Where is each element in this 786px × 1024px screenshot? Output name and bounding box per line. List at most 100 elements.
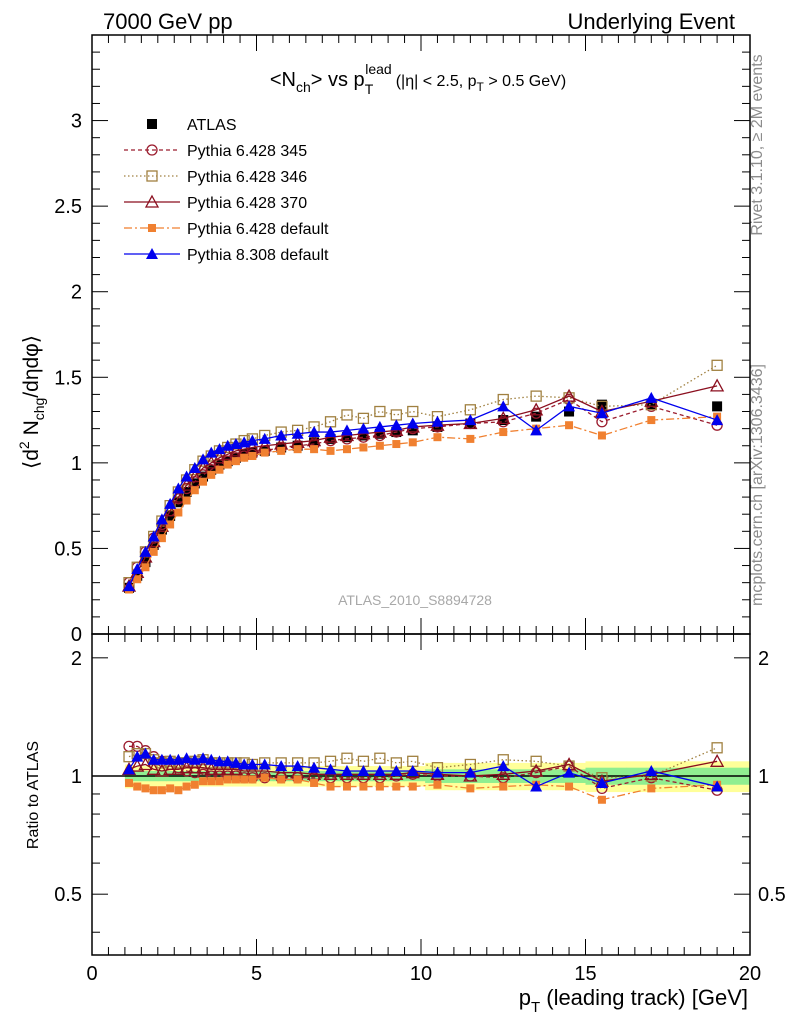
- ratio-data-point: [530, 780, 543, 792]
- series-atlas: [124, 399, 723, 593]
- ratio-y-tick-label: 2: [71, 648, 82, 670]
- data-point: [464, 414, 477, 426]
- ratio-y-tick-label: 1: [71, 766, 82, 788]
- series-pythia-8-308-default: [123, 391, 724, 592]
- data-point: [530, 390, 542, 402]
- data-point: [248, 452, 257, 461]
- data-point: [131, 562, 144, 574]
- ratio-data-point: [212, 761, 227, 775]
- main-series-layer: [121, 359, 725, 594]
- data-point: [407, 405, 419, 418]
- ratio-y-tick-label-right: 2: [758, 648, 769, 670]
- data-point: [190, 486, 199, 495]
- data-point: [433, 433, 442, 442]
- side-label-rivet: Rivet 3.1.10, ≥ 2M events: [749, 54, 766, 235]
- ratio-data-point: [373, 764, 386, 776]
- data-point: [139, 545, 152, 557]
- data-point: [647, 416, 656, 425]
- ratio-data-point: [392, 782, 401, 791]
- ratio-data-point: [231, 775, 240, 784]
- data-point: [390, 419, 403, 431]
- data-point: [464, 404, 477, 416]
- ratio-data-point: [229, 756, 242, 768]
- ratio-data-point: [408, 782, 417, 791]
- legend-item: Pythia 6.428 345: [124, 143, 307, 160]
- ratio-data-point: [466, 784, 475, 793]
- main-y-tick-label: 2: [71, 282, 82, 304]
- data-point: [374, 405, 386, 418]
- ratio-data-point: [221, 755, 234, 767]
- main-y-tick-label: 2.5: [54, 196, 82, 218]
- legend-marker: [146, 248, 158, 259]
- ratio-data-point: [155, 753, 168, 765]
- data-point: [341, 432, 352, 443]
- main-y-tick-label: 3: [71, 111, 82, 133]
- ratio-data-point: [149, 786, 158, 795]
- x-axis-label: pT (leading track) [GeV]: [519, 985, 748, 1016]
- data-point: [595, 407, 608, 419]
- series-pythia-6-428-default: [125, 412, 722, 594]
- data-point: [392, 440, 401, 449]
- data-point: [390, 409, 402, 421]
- ratio-y-tick-label-right: 1: [758, 766, 769, 788]
- legend-item: Pythia 6.428 370: [124, 194, 307, 212]
- ratio-data-point: [499, 782, 508, 791]
- data-point: [223, 460, 232, 469]
- ratio-data-point: [195, 760, 211, 774]
- ratio-data-point: [341, 752, 353, 764]
- data-point: [358, 430, 369, 441]
- data-point: [214, 459, 225, 470]
- series-line: [128, 364, 718, 583]
- legend-marker: [146, 170, 158, 182]
- data-point: [133, 575, 142, 584]
- ratio-data-point: [246, 758, 259, 770]
- data-point: [496, 411, 511, 425]
- legend-label: Pythia 8.308 default: [187, 247, 329, 264]
- data-point: [147, 530, 160, 542]
- data-point: [564, 406, 575, 417]
- data-point: [182, 496, 191, 505]
- ratio-data-point: [147, 753, 160, 765]
- data-point: [645, 391, 658, 403]
- legend-item: Pythia 8.308 default: [124, 247, 329, 264]
- ratio-series-line: [128, 777, 718, 801]
- ratio-data-point: [431, 766, 444, 778]
- legend-item: ATLAS: [147, 117, 237, 134]
- ratio-data-point: [180, 752, 193, 764]
- data-point: [711, 359, 723, 371]
- ratio-data-point: [197, 752, 210, 764]
- legend-item: Pythia 6.428 346: [124, 169, 307, 186]
- ratio-data-point: [340, 764, 353, 776]
- data-point: [141, 563, 150, 572]
- ratio-data-point: [275, 760, 288, 772]
- ratio-series-line: [128, 760, 718, 782]
- data-point: [497, 400, 510, 412]
- ratio-data-point: [310, 778, 319, 787]
- data-point: [155, 513, 168, 525]
- data-point: [164, 497, 177, 509]
- data-point: [205, 446, 218, 458]
- ratio-data-point: [171, 761, 186, 775]
- data-point: [149, 547, 158, 556]
- main-title: <Nch> vs pTlead(|η| < 2.5, pT > 0.5 GeV): [270, 61, 566, 97]
- series-pythia-6-428-345: [123, 393, 723, 589]
- data-point: [374, 428, 385, 439]
- ratio-data-point: [293, 775, 302, 784]
- data-point: [180, 470, 193, 482]
- ratio-data-point: [238, 758, 251, 770]
- ratio-data-point: [205, 753, 218, 765]
- ratio-data-point: [595, 776, 608, 788]
- legend-label: Pythia 6.428 default: [187, 221, 329, 238]
- ratio-data-point: [711, 742, 723, 754]
- ratio-data-point: [166, 784, 175, 793]
- ratio-data-point: [342, 782, 351, 791]
- data-point: [373, 420, 386, 432]
- ratio-series-pythia-6-428-default: [125, 773, 722, 804]
- data-point: [711, 414, 724, 426]
- main-panel: 0 0.5 1 1.5 2 2.5 3 <Nch> vs pTlead(|η| < 2.5,…: [16, 34, 751, 646]
- data-point: [277, 446, 286, 455]
- ratio-data-point: [187, 760, 202, 774]
- ratio-data-point: [291, 760, 304, 772]
- main-y-axis-label: ⟨d2 Nchg/dηdφ⟩: [16, 335, 47, 469]
- legend: ATLAS Pythia 6.428 345 Pythia 6.428 346 Pyt…: [124, 117, 329, 264]
